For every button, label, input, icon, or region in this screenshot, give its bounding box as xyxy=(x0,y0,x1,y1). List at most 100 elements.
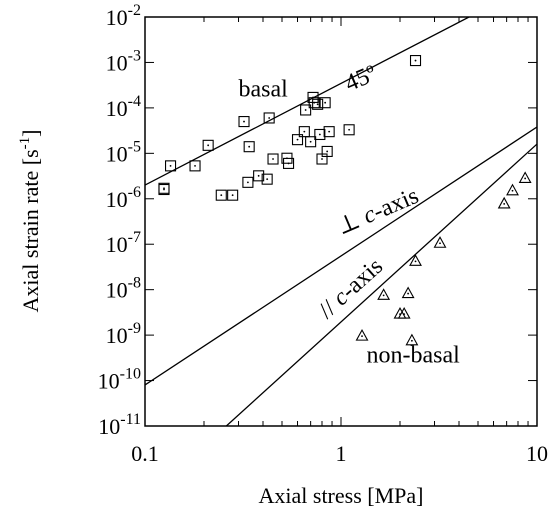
annotation-label: basal xyxy=(239,76,289,102)
y-tick-label: 10-6 xyxy=(106,184,141,212)
x-tick-label: 0.1 xyxy=(131,441,159,466)
point-dot xyxy=(272,158,274,160)
basal-point xyxy=(298,126,310,138)
point-dot xyxy=(328,130,331,133)
basal-point xyxy=(308,97,320,109)
basal-point xyxy=(282,157,295,169)
non-basal-point xyxy=(497,196,511,209)
point-dot xyxy=(410,339,413,342)
y-tick-base: 10 xyxy=(98,369,120,394)
y-tick-exp: -11 xyxy=(120,411,141,428)
point-dot xyxy=(268,117,271,119)
basal-point xyxy=(202,139,214,151)
y-tick-label: 10-9 xyxy=(106,320,141,348)
basal-point xyxy=(215,189,227,201)
non-basal-point xyxy=(405,333,419,346)
y-tick-label: 10-11 xyxy=(98,411,141,439)
basal-point xyxy=(263,112,275,124)
point-dot xyxy=(247,181,249,184)
y-tick-exp: -5 xyxy=(128,138,141,155)
basal-point xyxy=(158,183,170,196)
basal-point xyxy=(291,134,304,146)
y-tick-base: 10 xyxy=(106,141,128,166)
y-tick-label: 10-4 xyxy=(106,93,141,121)
point-dot xyxy=(163,188,165,191)
point-dot xyxy=(207,144,210,147)
point-dot xyxy=(348,128,351,131)
y-axis-title: Axial strain rate [s-1] xyxy=(17,130,43,313)
y-tick-base: 10 xyxy=(98,414,120,439)
basal-point xyxy=(321,145,333,158)
y-tick-base: 10 xyxy=(106,5,128,30)
non-basal-point xyxy=(397,306,411,319)
non-basal-point xyxy=(518,171,532,184)
basal-point xyxy=(164,160,177,172)
point-dot xyxy=(326,150,329,153)
basal-point xyxy=(189,160,201,172)
basal-point xyxy=(227,189,239,201)
y-tick-label: 10-7 xyxy=(106,229,141,257)
y-tick-label: 10-2 xyxy=(106,2,141,30)
point-dot xyxy=(231,194,234,197)
basal-point xyxy=(300,104,312,116)
x-tick-label: 10 xyxy=(526,441,548,466)
basal-point xyxy=(243,141,255,153)
basal-point xyxy=(267,153,279,165)
y-axis-title-end: ] xyxy=(18,130,43,137)
y-tick-exp: -8 xyxy=(128,275,141,292)
basal-point xyxy=(305,136,317,148)
y-tick-exp: -2 xyxy=(128,2,141,19)
y-tick-label: 10-3 xyxy=(106,47,141,75)
fit-line xyxy=(145,126,537,386)
basal-point xyxy=(238,116,250,128)
point-dot xyxy=(243,120,245,123)
point-dot xyxy=(324,101,327,104)
point-dot xyxy=(316,103,319,106)
basal-point xyxy=(242,176,254,188)
point-dot xyxy=(524,177,527,180)
point-dot xyxy=(407,292,410,295)
y-tick-base: 10 xyxy=(106,187,128,212)
y-tick-base: 10 xyxy=(106,232,128,257)
point-dot xyxy=(503,203,506,205)
point-dot xyxy=(248,145,251,148)
y-axis-title-sup: -1 xyxy=(17,137,33,150)
basal-point xyxy=(319,97,331,109)
basal-point xyxy=(312,98,324,110)
point-dot xyxy=(382,294,385,297)
point-dot xyxy=(414,59,417,62)
y-tick-exp: -6 xyxy=(128,184,141,201)
fit-lines xyxy=(145,17,537,426)
point-dot xyxy=(296,138,299,141)
non-basal-point xyxy=(409,254,422,266)
axis-ticks: 0.1 1 1010-1110-1010-910-810-710-610-510-4… xyxy=(98,2,548,466)
point-dot xyxy=(266,178,269,181)
point-dot xyxy=(303,130,306,133)
point-dot xyxy=(220,194,223,197)
fit-line xyxy=(225,143,537,426)
y-tick-exp: -3 xyxy=(128,47,141,64)
point-dot xyxy=(309,140,312,143)
point-dot xyxy=(511,189,514,192)
y-tick-exp: -7 xyxy=(128,229,141,246)
basal-point xyxy=(261,173,273,185)
non-basal-point xyxy=(401,286,415,299)
basal-point xyxy=(323,126,335,138)
point-dot xyxy=(318,133,321,136)
point-dot xyxy=(169,164,172,167)
basal-point xyxy=(409,55,422,67)
y-tick-exp: -4 xyxy=(128,93,141,110)
non-basal-point xyxy=(433,236,447,248)
x-axis-title: Axial stress [MPa] xyxy=(259,483,424,508)
x-tick-label: 1 xyxy=(336,441,347,466)
point-dot xyxy=(439,242,441,245)
basal-point xyxy=(253,170,265,182)
y-tick-exp: -9 xyxy=(128,320,141,337)
y-tick-base: 10 xyxy=(106,96,128,121)
point-dot xyxy=(304,109,307,111)
point-dot xyxy=(257,174,260,177)
point-dot xyxy=(321,158,323,160)
annotation-label: non-basal xyxy=(367,342,461,368)
